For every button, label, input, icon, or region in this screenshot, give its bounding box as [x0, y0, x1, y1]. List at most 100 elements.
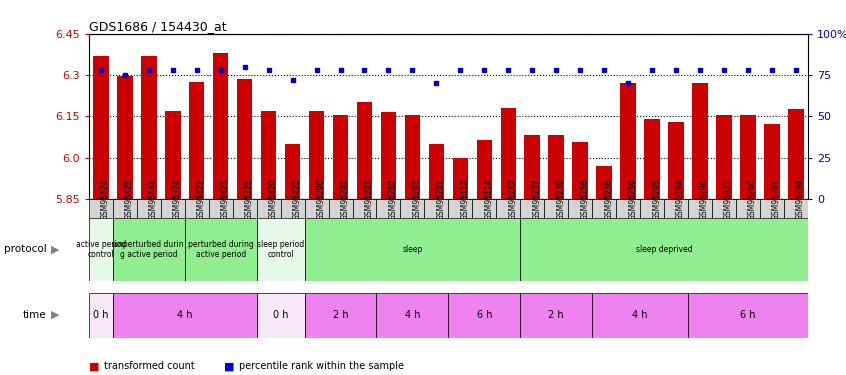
Bar	[520, 199, 544, 217]
Text: time: time	[23, 310, 47, 320]
Text: GSM95324: GSM95324	[173, 179, 182, 220]
Text: GSM95290: GSM95290	[316, 179, 326, 220]
Bar	[89, 217, 113, 281]
Bar	[256, 199, 281, 217]
Bar	[668, 122, 684, 199]
Bar	[113, 199, 137, 217]
Text: GSM95112: GSM95112	[460, 179, 470, 220]
Bar	[137, 199, 161, 217]
Bar	[237, 79, 252, 199]
Text: 2 h: 2 h	[332, 310, 349, 320]
Text: 4 h: 4 h	[404, 310, 420, 320]
Bar	[357, 102, 372, 199]
Bar	[161, 199, 184, 217]
Bar	[376, 292, 448, 338]
Bar	[184, 199, 209, 217]
Text: GSM95423: GSM95423	[221, 179, 229, 220]
Bar	[305, 292, 376, 338]
Bar	[688, 292, 808, 338]
Bar	[616, 199, 640, 217]
Text: 4 h: 4 h	[177, 310, 192, 320]
Bar	[305, 217, 520, 281]
Text: perturbed during
active period: perturbed during active period	[188, 240, 254, 259]
Text: 6 h: 6 h	[740, 310, 755, 320]
Text: GSM95444: GSM95444	[149, 179, 157, 220]
Bar	[664, 199, 688, 217]
Bar	[472, 199, 497, 217]
Text: GSM95194: GSM95194	[676, 179, 685, 220]
Text: GSM95292: GSM95292	[340, 179, 349, 220]
Text: GSM95295: GSM95295	[652, 179, 661, 220]
Bar	[497, 199, 520, 217]
Text: GSM95260: GSM95260	[748, 179, 757, 220]
Bar	[353, 199, 376, 217]
Bar	[573, 142, 588, 199]
Bar	[525, 135, 540, 199]
Bar	[788, 110, 804, 199]
Text: GSM95291: GSM95291	[437, 179, 445, 220]
Bar	[429, 144, 444, 199]
Text: GSM95259: GSM95259	[628, 179, 637, 220]
Text: GSM95323: GSM95323	[724, 179, 733, 220]
Text: GSM95263: GSM95263	[412, 179, 421, 220]
Bar	[233, 199, 256, 217]
Text: ■: ■	[89, 361, 99, 371]
Text: GSM95256: GSM95256	[580, 179, 589, 220]
Bar	[113, 217, 184, 281]
Text: percentile rank within the sample: percentile rank within the sample	[239, 361, 404, 371]
Bar	[141, 56, 157, 199]
Bar	[189, 82, 205, 199]
Bar	[453, 158, 468, 199]
Bar	[645, 119, 660, 199]
Bar	[256, 217, 305, 281]
Bar	[520, 217, 808, 281]
Bar	[640, 199, 664, 217]
Text: GSM95237: GSM95237	[532, 179, 541, 220]
Bar	[209, 199, 233, 217]
Bar	[717, 115, 732, 199]
Bar	[740, 115, 755, 199]
Bar	[760, 199, 784, 217]
Bar	[404, 115, 420, 199]
Text: GSM95420: GSM95420	[268, 179, 277, 220]
Bar	[213, 53, 228, 199]
Bar	[328, 199, 353, 217]
Bar	[113, 292, 256, 338]
Bar	[476, 140, 492, 199]
Bar	[448, 199, 472, 217]
Bar	[89, 292, 113, 338]
Bar	[89, 199, 113, 217]
Text: GSM95422: GSM95422	[293, 179, 301, 220]
Bar	[332, 115, 349, 199]
Bar	[93, 56, 108, 199]
Bar	[376, 199, 400, 217]
Text: protocol: protocol	[3, 244, 47, 254]
Text: GSM95325: GSM95325	[244, 179, 254, 220]
Text: unperturbed durin
g active period: unperturbed durin g active period	[113, 240, 184, 259]
Text: GSM95421: GSM95421	[196, 179, 206, 220]
Text: active period
control: active period control	[75, 240, 126, 259]
Bar	[592, 292, 688, 338]
Bar	[736, 199, 760, 217]
Text: GSM95261: GSM95261	[772, 179, 781, 220]
Bar	[596, 166, 612, 199]
Bar	[764, 124, 780, 199]
Text: GSM95114: GSM95114	[484, 179, 493, 220]
Bar	[688, 199, 712, 217]
Text: ■: ■	[224, 361, 234, 371]
Text: GSM95424: GSM95424	[101, 179, 110, 220]
Bar	[548, 135, 564, 199]
Bar	[544, 199, 569, 217]
Text: sleep: sleep	[402, 245, 423, 254]
Text: ▶: ▶	[51, 244, 59, 254]
Bar	[117, 76, 133, 199]
Text: 2 h: 2 h	[548, 310, 564, 320]
Bar	[501, 108, 516, 199]
Text: GSM95425: GSM95425	[125, 179, 134, 220]
Bar	[425, 199, 448, 217]
Text: GSM95296: GSM95296	[700, 179, 709, 220]
Text: GSM95262: GSM95262	[388, 179, 398, 220]
Text: GSM95294: GSM95294	[796, 179, 805, 220]
Bar	[520, 292, 592, 338]
Bar	[712, 199, 736, 217]
